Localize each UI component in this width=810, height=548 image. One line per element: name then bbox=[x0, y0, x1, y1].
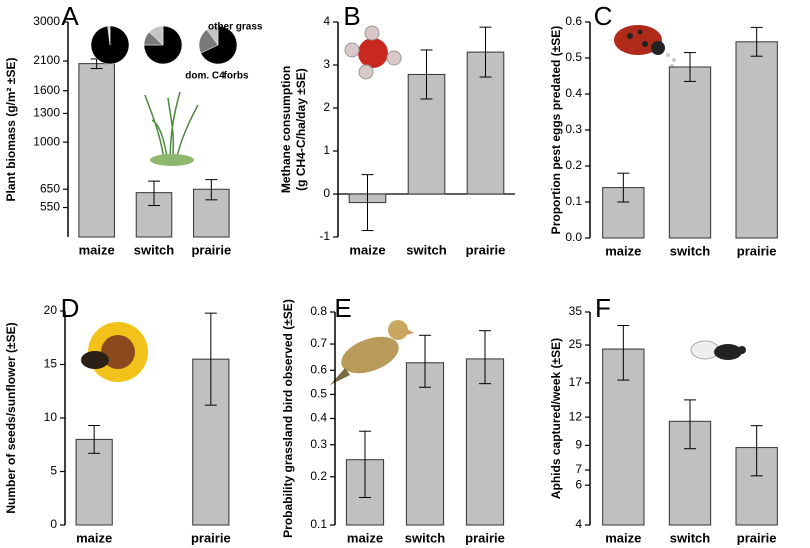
y-tick-label: 0.3 bbox=[310, 437, 327, 451]
bar bbox=[668, 66, 712, 239]
panel-label: C bbox=[594, 1, 613, 31]
x-tick-label: maize bbox=[605, 243, 641, 258]
y-tick-label: 9 bbox=[575, 438, 582, 452]
y-tick-label: 0.3 bbox=[565, 122, 582, 136]
y-tick-label: 2100 bbox=[33, 53, 60, 67]
panel-label: B bbox=[343, 1, 360, 31]
pie-wedge bbox=[148, 25, 164, 46]
x-tick-label: prairie bbox=[466, 242, 506, 257]
x-tick-label: switch bbox=[406, 242, 447, 257]
y-axis-label: Proportion pest eggs predated (±SE) bbox=[549, 26, 563, 235]
panel-label: E bbox=[334, 293, 351, 323]
bird-illustration bbox=[330, 320, 414, 385]
y-axis-label: Plant biomass (g/m² ±SE) bbox=[4, 58, 18, 202]
y-tick-label: 1000 bbox=[33, 134, 60, 148]
y-tick-label: 550 bbox=[40, 200, 60, 214]
y-tick-label: 0.4 bbox=[565, 86, 582, 100]
y-axis-label: Probability grassland bird observed (±SE… bbox=[281, 299, 295, 538]
y-tick-label: 0.6 bbox=[310, 362, 327, 376]
x-tick-label: switch bbox=[670, 243, 711, 258]
y-tick-label: 6 bbox=[575, 477, 582, 491]
pie-wedge bbox=[206, 25, 219, 46]
y-axis-label: (g CH4-C/ha/day ±SE) bbox=[294, 68, 308, 191]
y-tick-label: 2 bbox=[323, 100, 330, 114]
y-tick-label: 25 bbox=[569, 337, 583, 351]
y-tick-label: 0.1 bbox=[565, 194, 582, 208]
grass-illustration bbox=[144, 91, 199, 166]
y-tick-label: 4 bbox=[323, 14, 330, 28]
y-axis-label: Aphids captured/week (±SE) bbox=[549, 338, 563, 499]
y-tick-label: 3000 bbox=[33, 14, 60, 28]
x-tick-label: prairie bbox=[737, 243, 777, 258]
y-tick-label: 0.2 bbox=[310, 469, 327, 483]
pie-label: forbs bbox=[224, 71, 249, 82]
bar bbox=[735, 41, 778, 239]
x-tick-label: maize bbox=[605, 530, 641, 545]
y-tick-label: 1600 bbox=[33, 83, 60, 97]
y-tick-label: 17 bbox=[569, 375, 583, 389]
x-tick-label: prairie bbox=[465, 530, 505, 545]
y-tick-label: 0.7 bbox=[310, 336, 327, 350]
y-tick-label: 0.5 bbox=[565, 50, 582, 64]
y-tick-label: 35 bbox=[569, 304, 583, 318]
y-axis-label: Number of seeds/sunflower (±SE) bbox=[4, 322, 18, 513]
panel-label: A bbox=[61, 1, 79, 31]
panel-label: D bbox=[61, 293, 80, 323]
y-tick-label: 10 bbox=[44, 410, 58, 424]
y-tick-label: 20 bbox=[44, 303, 58, 317]
y-tick-label: 15 bbox=[44, 357, 58, 371]
ladybug-illustration bbox=[614, 25, 676, 68]
x-tick-label: prairie bbox=[191, 242, 231, 257]
y-tick-label: 0.6 bbox=[565, 14, 582, 28]
panel-label: F bbox=[595, 293, 611, 323]
bar bbox=[405, 362, 445, 526]
y-axis-label: Methane consumption bbox=[279, 66, 293, 193]
y-tick-label: 0.1 bbox=[310, 517, 327, 531]
y-tick-label: 4 bbox=[575, 517, 582, 531]
bar bbox=[78, 63, 115, 238]
bar bbox=[465, 358, 505, 526]
x-tick-label: switch bbox=[670, 530, 711, 545]
y-tick-label: 12 bbox=[569, 409, 583, 423]
y-tick-label: 0 bbox=[50, 517, 57, 531]
x-tick-label: switch bbox=[134, 242, 175, 257]
y-tick-label: 7 bbox=[575, 462, 582, 476]
pie-label: other grass bbox=[208, 22, 263, 33]
x-tick-label: maize bbox=[76, 530, 112, 545]
sunflower-illustration bbox=[81, 322, 148, 382]
pie-label: dom. C4 bbox=[185, 71, 225, 82]
y-tick-label: 1300 bbox=[33, 106, 60, 120]
x-tick-label: prairie bbox=[737, 530, 777, 545]
y-tick-label: -1 bbox=[319, 229, 330, 243]
y-tick-label: 0.5 bbox=[310, 387, 327, 401]
y-tick-label: 0.2 bbox=[565, 158, 582, 172]
pie-wedge bbox=[108, 25, 111, 46]
x-tick-label: maize bbox=[349, 242, 385, 257]
x-tick-label: switch bbox=[405, 530, 446, 545]
y-tick-label: 1 bbox=[323, 143, 330, 157]
y-tick-label: 0.4 bbox=[310, 411, 327, 425]
x-tick-label: maize bbox=[79, 242, 115, 257]
pie-wedge bbox=[143, 25, 183, 65]
pie-wedge bbox=[200, 25, 238, 65]
x-tick-label: prairie bbox=[191, 530, 231, 545]
y-tick-label: 5 bbox=[50, 464, 57, 478]
y-tick-label: 650 bbox=[40, 181, 60, 195]
x-tick-label: maize bbox=[347, 530, 383, 545]
y-tick-label: 3 bbox=[323, 57, 330, 71]
y-tick-label: 0.0 bbox=[565, 230, 582, 244]
y-tick-label: 0 bbox=[323, 186, 330, 200]
fly-illustration bbox=[690, 340, 746, 360]
molecule-illustration bbox=[344, 25, 402, 80]
y-tick-label: 0.8 bbox=[310, 304, 327, 318]
